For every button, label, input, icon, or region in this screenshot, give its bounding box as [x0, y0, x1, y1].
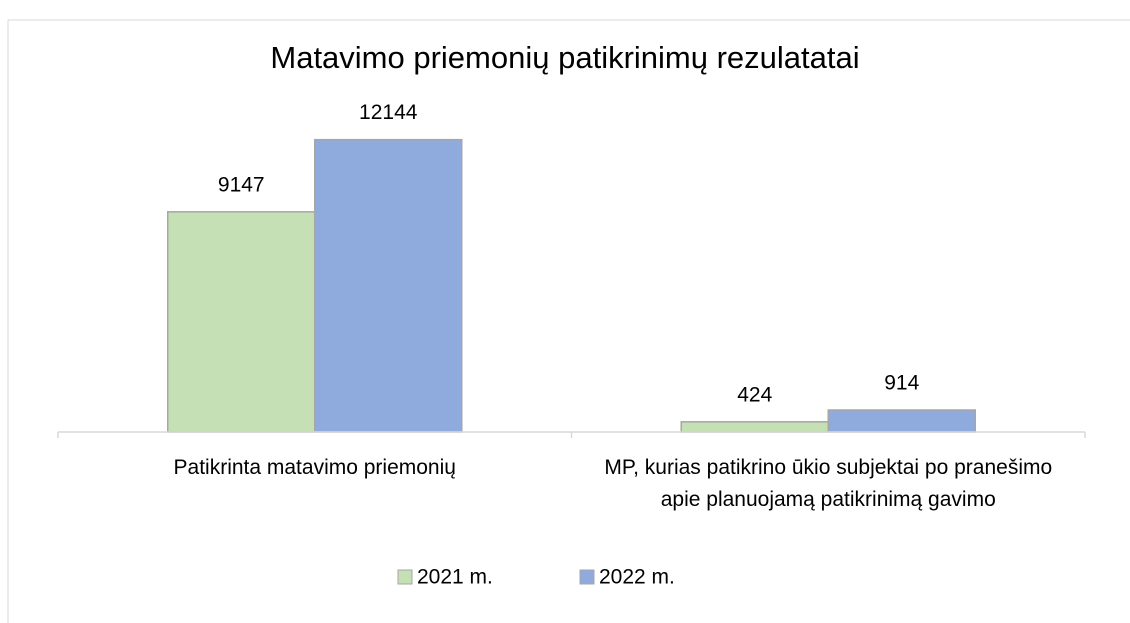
- bar: [314, 138, 463, 433]
- x-tick-label: Patikrinta matavimo priemonių: [173, 456, 456, 479]
- chart-title: Matavimo priemonių patikrinimų rezulatat…: [270, 40, 859, 75]
- chart-border: [7, 19, 1130, 623]
- data-label: 914: [884, 372, 919, 395]
- bar: [167, 211, 316, 433]
- data-label: 9147: [218, 173, 265, 196]
- x-tick-label: MP, kurias patikrino ūkio subjektai po p…: [604, 456, 1053, 511]
- legend-swatch: [397, 569, 413, 585]
- legend-label: 2021 m.: [417, 566, 493, 589]
- bar: [680, 421, 829, 433]
- data-label: 424: [737, 383, 772, 406]
- legend-label: 2022 m.: [599, 566, 675, 589]
- legend-swatch: [579, 569, 595, 585]
- bar: [827, 409, 976, 433]
- data-label: 12144: [359, 101, 418, 124]
